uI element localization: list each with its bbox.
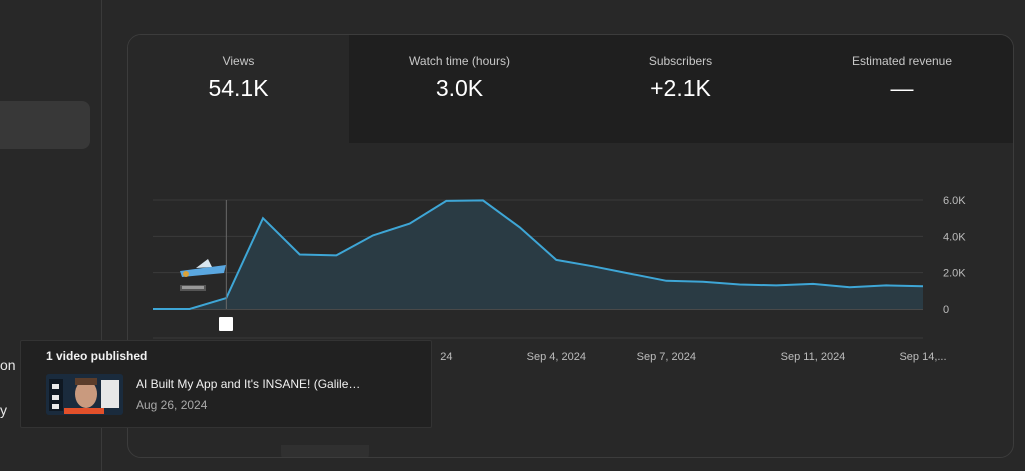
x-tick-label: Sep 7, 2024 [637,351,696,363]
video-published-tooltip: 1 video published AI Built My App and It… [20,340,432,428]
y-tick-label: 6.0K [943,195,966,207]
chart-more-button[interactable] [281,445,369,457]
metric-label: Subscribers [648,54,713,68]
metric-label: Watch time (hours) [409,54,510,68]
chart-area [153,200,923,309]
sidebar-divider [101,0,102,471]
tooltip-title: 1 video published [46,349,148,363]
sidebar-item-label[interactable]: y [0,402,7,418]
metric-label: Estimated revenue [851,54,953,68]
metric-value: — [890,75,914,101]
x-tick-label: 24 [440,351,452,363]
video-date: Aug 26, 2024 [136,398,208,412]
views-chart[interactable]: 6.0K 4.0K 2.0K 0 24 Sep 4, 2024 Sep 7, 2024 Se… [128,35,1013,457]
tab-estimated-revenue[interactable]: Estimated revenue — [791,35,1013,143]
metric-tabs: Views 54.1K Watch time (hours) 3.0K Subs… [128,35,1013,143]
y-tick-label: 4.0K [943,231,966,243]
video-published-icon[interactable] [180,259,226,291]
tab-views[interactable]: Views 54.1K [128,35,350,143]
metric-value: 3.0K [435,75,484,101]
sidebar-item-active[interactable] [0,101,90,149]
video-thumbnail[interactable] [46,374,123,415]
x-tick-label: Sep 11, 2024 [781,351,846,363]
sidebar-item-label[interactable]: on [0,357,16,373]
tab-subscribers[interactable]: Subscribers +2.1K [570,35,792,143]
metric-label: Views [222,54,255,68]
event-marker[interactable] [219,317,233,331]
y-tick-label: 0 [943,304,949,316]
video-title[interactable]: AI Built My App and It's INSANE! (Galile… [136,377,361,391]
tab-watch-time[interactable]: Watch time (hours) 3.0K [349,35,571,143]
chart-line [153,199,924,310]
y-tick-label: 2.0K [943,268,966,280]
metric-value: +2.1K [650,75,711,101]
metric-value: 54.1K [208,75,269,101]
x-tick-label: Sep 14,... [899,351,946,363]
x-tick-label: Sep 4, 2024 [527,351,586,363]
